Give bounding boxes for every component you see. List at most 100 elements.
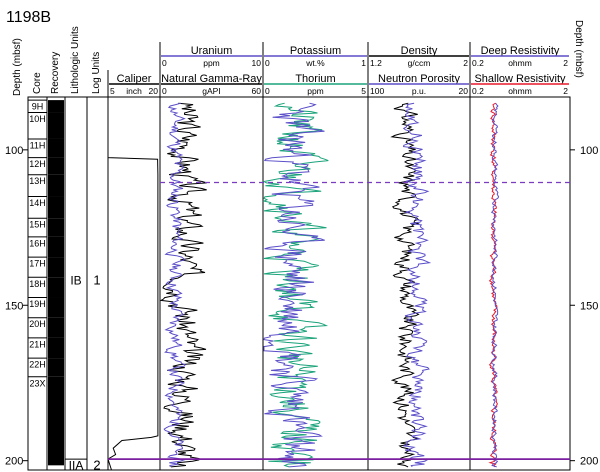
recovery-bar xyxy=(48,376,64,466)
track-frames xyxy=(107,96,571,471)
core-columns: Core Recovery Lithologic Units Log Units 9H 1… xyxy=(27,26,109,472)
core-label: 17H xyxy=(29,259,46,269)
scale-unit-label: gAPI xyxy=(202,86,220,96)
log-curves xyxy=(107,100,500,471)
scale-max-label: 10 xyxy=(252,58,262,68)
lithologic-unit-label: IIA xyxy=(69,459,84,472)
recovery-column-header: Recovery xyxy=(50,52,61,94)
recovery-bar xyxy=(48,112,64,139)
log-unit-label: 1 xyxy=(93,273,100,288)
scale-min-label: 100 xyxy=(370,86,384,96)
recovery-bar xyxy=(48,236,64,258)
track-header-title: Density xyxy=(401,45,438,57)
core-column-header: Core xyxy=(32,72,43,94)
scale-min-label: 0 xyxy=(265,58,270,68)
log-unit-label: 2 xyxy=(93,458,100,472)
curve-neutron-porosity xyxy=(402,102,432,468)
lithologic-units-column-header: Lithologic Units xyxy=(70,26,81,94)
scale-max-label: 5 xyxy=(361,86,366,96)
core-label: 13H xyxy=(29,176,46,186)
depth-axis-label-right: Depth (mbsf) xyxy=(573,20,584,78)
scale-max-label: 2 xyxy=(463,58,468,68)
recovery-bar xyxy=(48,174,64,197)
curve-potassium xyxy=(263,102,325,468)
track-header-title: Potassium xyxy=(290,45,341,57)
track-header-title: Thorium xyxy=(295,73,335,85)
core-label: 12H xyxy=(29,159,46,169)
core-label: 10H xyxy=(29,114,46,124)
recovery-bar xyxy=(48,317,64,338)
recovery-bar xyxy=(48,297,64,318)
track-header-title: Neutron Porosity xyxy=(378,73,460,85)
recovery-bar xyxy=(48,277,64,298)
curve-deep-resistivity xyxy=(490,102,500,468)
scale-min-label: 0 xyxy=(162,58,167,68)
scale-max-label: 1 xyxy=(361,58,366,68)
core-label: 20H xyxy=(29,319,46,329)
scale-max-label: 2 xyxy=(563,58,568,68)
scale-min-label: 0.2 xyxy=(472,58,484,68)
curve-caliper xyxy=(107,100,159,471)
depth-axis-left: Depth (mbsf) 100 150 200 xyxy=(5,38,28,468)
depth-axis-label-left: Depth (mbsf) xyxy=(12,38,23,96)
track-header-title: Deep Resistivity xyxy=(481,45,560,57)
track-header-title: Caliper xyxy=(117,73,152,85)
core-label: 9H xyxy=(32,102,44,112)
track-frame-gamma xyxy=(159,96,264,471)
depth-tick-label-left: 100 xyxy=(5,145,23,157)
recovery-bar xyxy=(48,196,64,219)
core-label: 15H xyxy=(29,220,46,230)
log-units-column-header: Log Units xyxy=(91,52,102,94)
scale-unit-label: p.u. xyxy=(412,86,426,96)
scale-unit-label: ppm xyxy=(203,58,220,68)
depth-tick-label-left: 200 xyxy=(5,456,23,468)
scale-min-label: 0 xyxy=(162,86,167,96)
scale-max-label: 20 xyxy=(459,86,469,96)
core-label: 22H xyxy=(29,360,46,370)
recovery-bar xyxy=(48,257,64,278)
recovery-bar xyxy=(48,337,64,359)
curve-uranium xyxy=(163,102,187,468)
recovery-bar xyxy=(48,100,64,113)
unit-boundaries xyxy=(108,181,570,461)
track-header-title: Shallow Resistivity xyxy=(474,73,566,85)
core-label: 23X xyxy=(29,378,45,388)
track-header-title: Natural Gamma-Ray xyxy=(161,73,262,85)
scale-min-label: 1.2 xyxy=(370,58,382,68)
scale-unit-label: inch xyxy=(126,86,142,96)
track-frame-k_th xyxy=(262,96,369,471)
track-frame-caliper xyxy=(107,96,161,471)
depth-axis-right: Depth (mbsf) 100 150 200 xyxy=(570,20,598,468)
depth-tick-label-right: 150 xyxy=(580,300,598,312)
scale-unit-label: ohmm xyxy=(508,86,532,96)
recovery-bar xyxy=(48,157,64,175)
track-header-title: Uranium xyxy=(191,45,233,57)
depth-tick-label-right: 200 xyxy=(580,456,598,468)
scale-unit-label: wt.% xyxy=(305,58,325,68)
curve-shallow-resistivity xyxy=(488,102,498,468)
core-label: 11H xyxy=(30,140,46,150)
core-label: 16H xyxy=(29,238,46,248)
lithologic-unit-label: IB xyxy=(70,274,81,288)
curve-natural-gamma-ray xyxy=(159,102,207,468)
core-label: 19H xyxy=(29,299,46,309)
scale-unit-label: ppm xyxy=(307,86,324,96)
recovery-bar xyxy=(48,138,64,158)
scale-unit-label: g/ccm xyxy=(408,58,431,68)
scale-max-label: 20 xyxy=(149,86,159,96)
scale-min-label: 0.2 xyxy=(472,86,484,96)
depth-tick-label-left: 150 xyxy=(5,300,23,312)
recovery-bar xyxy=(48,358,64,377)
track-frame-resistivity xyxy=(469,96,571,471)
curve-density xyxy=(390,102,420,468)
core-label: 18H xyxy=(29,279,46,289)
recovery-bar xyxy=(48,218,64,237)
scale-max-label: 60 xyxy=(252,86,262,96)
site-title: 1198B xyxy=(6,9,51,26)
core-label: 21H xyxy=(29,339,46,349)
scale-unit-label: ohmm xyxy=(508,58,532,68)
scale-max-label: 2 xyxy=(563,86,568,96)
core-label: 14H xyxy=(29,198,46,208)
